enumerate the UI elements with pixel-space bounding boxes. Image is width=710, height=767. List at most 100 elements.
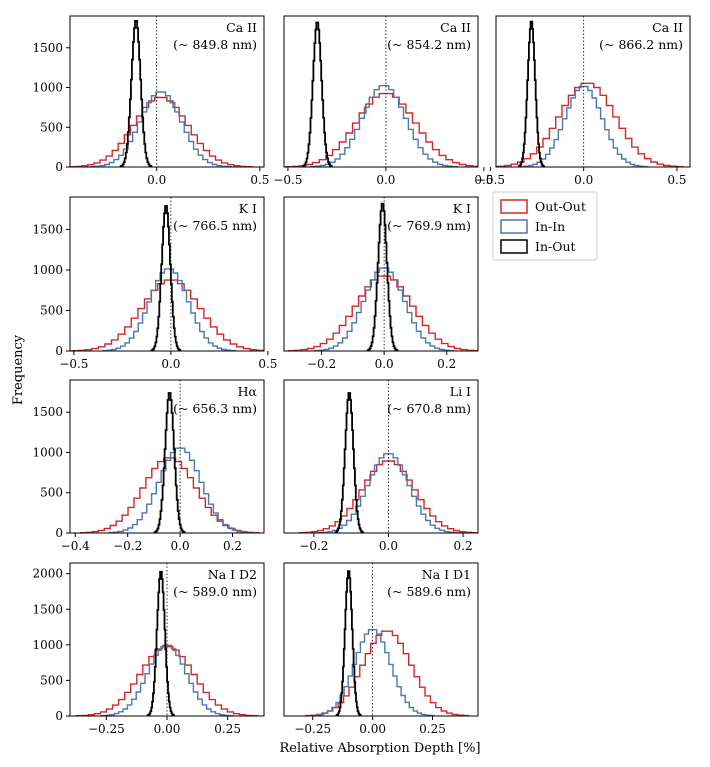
panel-frame [283,379,479,534]
x-tick-label: −0.5 [59,357,88,371]
legend-frame [492,191,598,261]
series-out-out [496,82,684,167]
y-tick-label: 0 [55,709,63,723]
panel-wavelength-label: (~ 849.8 nm) [173,37,257,52]
x-tick-label: −0.2 [307,357,336,371]
panel-6: −0.4 −0.2 0.0 0.2 0 500 1000 1500 Hα (~ 656.3 nm) [32,379,265,553]
x-tick-label: −0.5 [476,173,505,187]
panel-9: −0.25 0.00 0.25 Na I D1 (~ 589.6 nm) [283,562,479,736]
x-axis-title: Relative Absorption Depth [%] [279,741,480,756]
x-tick-label: 0.5 [250,173,269,187]
x-tick-label: 0.0 [379,539,398,553]
panel-species-label: K I [453,201,471,216]
x-tick-label: −0.2 [299,539,328,553]
y-tick-label: 1000 [32,445,63,459]
panel-frame [283,196,479,352]
panel-wavelength-label: (~ 670.8 nm) [387,401,471,416]
series-out-out [70,96,253,167]
series-out-out [304,630,470,716]
x-tick-label: 0.5 [474,173,493,187]
y-tick-label: 500 [40,120,63,134]
x-tick-label: 0.0 [161,357,180,371]
y-tick-label: 1000 [32,81,63,95]
panel-2: −0.5 0.0 0.5 Ca II (~ 854.2 nm) [273,15,493,187]
series-in-in [100,644,234,716]
series-in-out [517,20,545,167]
x-tick-label: −0.2 [113,539,142,553]
panel-wavelength-label: (~ 766.5 nm) [173,218,257,233]
y-tick-label: 1000 [32,638,63,652]
series-in-out [366,202,399,351]
panel-1: 0.0 0.5 0 500 1000 1500 Ca II (~ 849.8 nm) [32,15,269,187]
x-tick-label: −0.25 [88,722,125,736]
panel-species-label: Ca II [652,20,683,35]
panel-wavelength-label: (~ 866.2 nm) [599,37,683,52]
panel-wavelength-label: (~ 769.9 nm) [387,218,471,233]
y-tick-label: 2000 [32,567,63,581]
y-tick-label: 1500 [32,602,63,616]
y-tick-label: 0 [55,160,63,174]
x-tick-label: 0.0 [171,539,190,553]
x-tick-label: 0.25 [419,722,446,736]
series-in-in [310,85,458,167]
series-in-in [102,268,236,351]
series-out-out [79,457,260,533]
panel-8: −0.25 0.00 0.25 0 500 1000 1500 2000 Na I D2 (~ 5… [32,562,265,736]
y-tick-label: 1500 [32,405,63,419]
x-tick-label: 0.00 [359,722,386,736]
x-tick-label: 0.5 [258,357,277,371]
panel-frame [69,379,265,534]
panel-wavelength-label: (~ 589.0 nm) [173,584,257,599]
legend-swatch-in-out [500,239,528,254]
x-tick-label: 0.0 [375,357,394,371]
panel-5: −0.2 0.0 0.2 K I (~ 769.9 nm) [283,196,479,371]
series-out-out [71,279,264,351]
y-tick-label: 500 [40,486,63,500]
panel-frame [283,15,479,168]
panel-7: −0.2 0.0 0.2 Li I (~ 670.8 nm) [283,379,479,553]
panel-species-label: K I [239,201,257,216]
y-tick-label: 0 [55,344,63,358]
panel-species-label: Li I [450,384,471,399]
series-in-out [150,205,182,351]
panel-3: −0.5 0.0 0.5 Ca II (~ 866.2 nm) [476,15,691,187]
y-tick-label: 1500 [32,222,63,236]
panel-species-label: Ca II [226,20,257,35]
panel-wavelength-label: (~ 589.6 nm) [387,584,471,599]
x-tick-label: 0.2 [223,539,242,553]
x-tick-label: 0.0 [147,173,166,187]
x-tick-label: 0.0 [574,173,593,187]
legend-label-in-out: In-Out [535,239,576,254]
panel-4: −0.5 0.0 0.5 0 500 1000 1500 K I (~ 766.5 nm) [32,196,277,371]
series-in-out [146,570,175,716]
panel-wavelength-label: (~ 656.3 nm) [173,401,257,416]
y-tick-label: 500 [40,303,63,317]
series-in-out [153,392,186,533]
series-in-in [89,91,232,167]
y-axis-title: Frequency [11,334,26,405]
x-tick-label: 0.00 [154,722,181,736]
series-in-out [334,392,365,533]
legend: Out-Out In-In In-Out [492,191,598,261]
series-in-out [119,20,153,167]
y-tick-label: 1500 [32,41,63,55]
x-tick-label: −0.25 [294,722,331,736]
y-tick-label: 1000 [32,263,63,277]
panel-wavelength-label: (~ 854.2 nm) [387,37,471,52]
panel-species-label: Na I D2 [208,567,257,582]
x-tick-label: −0.5 [273,173,302,187]
series-out-out [287,275,478,351]
series-in-in [108,447,253,533]
y-tick-label: 0 [55,526,63,540]
legend-swatch-out-out [500,199,528,214]
x-tick-label: 0.2 [437,357,456,371]
x-tick-label: 0.0 [376,173,395,187]
x-tick-label: 0.25 [214,722,241,736]
panel-frame [69,15,265,168]
x-tick-label: −0.4 [61,539,91,553]
panel-species-label: Ca II [440,20,471,35]
legend-label-in-in: In-In [535,219,565,234]
y-tick-label: 500 [40,673,63,687]
